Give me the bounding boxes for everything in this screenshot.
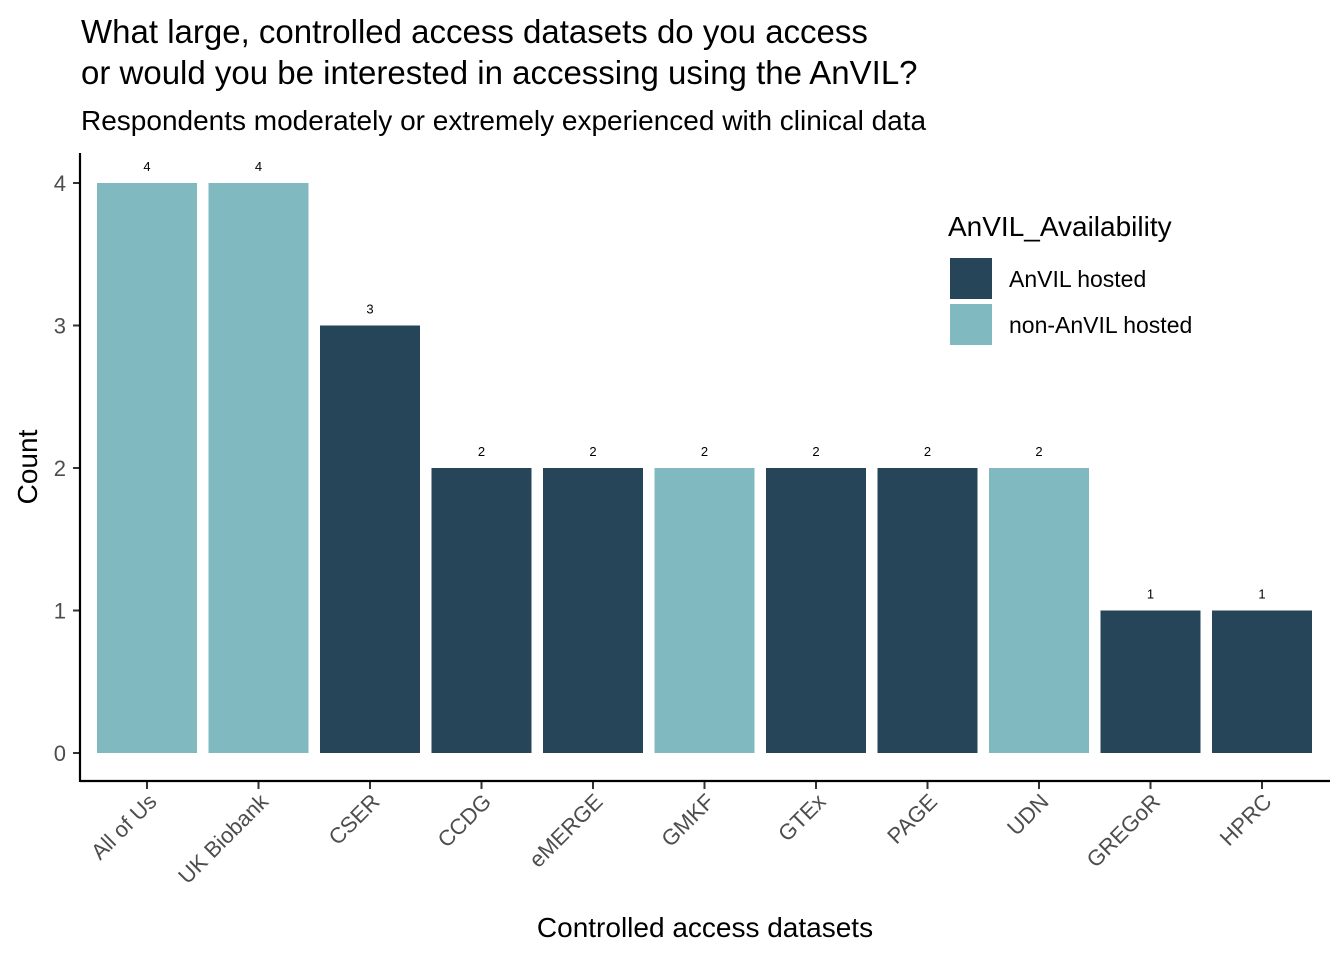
x-tick-label: CCDG [433,789,496,852]
x-tick-label: All of Us [86,789,162,865]
data-label: 2 [478,444,485,459]
x-tick-label: eMERGE [524,789,607,872]
y-tick-label: 1 [54,599,66,624]
x-tick-label: UDN [1002,789,1053,840]
x-tick-label: CSER [324,789,385,850]
data-label: 4 [143,159,150,174]
legend-label-anvil-hosted: AnVIL hosted [1009,266,1146,292]
legend: AnVIL_Availability AnVIL hosted non-AnVI… [948,211,1192,345]
bar [654,468,755,753]
bar [877,468,978,753]
x-tick-label: PAGE [882,789,942,849]
x-tick-label: GREGoR [1082,789,1165,872]
bar [989,468,1089,753]
data-label: 1 [1147,587,1154,602]
bar [320,325,420,753]
y-axis-title: Count [12,429,43,504]
y-tick-label: 2 [54,456,66,481]
y-tick-label: 4 [54,171,66,196]
bar [1212,610,1312,753]
data-label: 4 [255,159,262,174]
y-tick-label: 0 [54,741,66,766]
data-label: 3 [366,302,373,317]
x-tick-label: UK Biobank [173,788,274,889]
y-tick-label: 3 [54,314,66,339]
legend-label-non-anvil-hosted: non-AnVIL hosted [1009,312,1192,338]
data-label: 1 [1258,587,1265,602]
chart-subtitle: Respondents moderately or extremely expe… [81,105,927,136]
data-label: 2 [812,444,819,459]
bar [543,468,643,753]
legend-swatch-non-anvil-hosted [950,304,992,345]
data-label: 2 [924,444,931,459]
bar [431,468,532,753]
chart-title-line-1: What large, controlled access datasets d… [81,13,868,50]
legend-swatch-anvil-hosted [950,258,992,299]
legend-title: AnVIL_Availability [948,211,1172,242]
x-tick-label: HPRC [1215,789,1277,851]
x-axis-title: Controlled access datasets [537,912,873,943]
chart-title-line-2: or would you be interested in accessing … [81,54,918,91]
x-tick-label: GMKF [656,789,719,852]
plot-area: 0 1 2 3 4 4 All of Us 4 UK Biobank 3 CSER 2 CCDG 2 eME… [54,159,1312,889]
bar [1100,610,1201,753]
bar [97,183,197,753]
bar [766,468,866,753]
data-label: 2 [1035,444,1042,459]
data-label: 2 [589,444,596,459]
bar [208,183,309,753]
x-tick-label: GTEx [773,789,830,846]
data-label: 2 [701,444,708,459]
